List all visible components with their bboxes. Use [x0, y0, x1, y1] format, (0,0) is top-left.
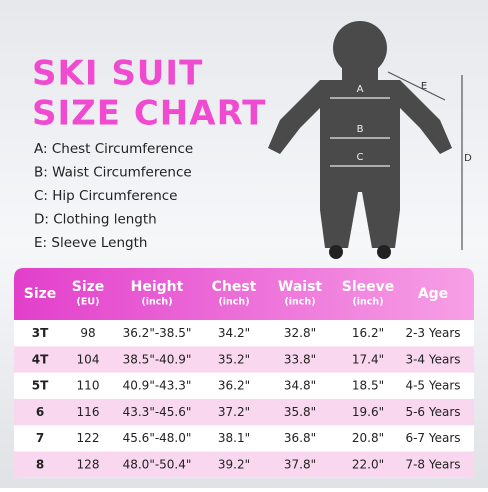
measure-lines	[330, 71, 463, 250]
legend: A: Chest Circumference B: Waist Circumfer…	[34, 141, 193, 251]
cell: 122	[77, 431, 100, 445]
cell: 38.5"-40.9"	[123, 352, 192, 366]
legend-item: D: Clothing length	[34, 212, 157, 228]
size-table: Size Size (EU) Height (inch) Chest (inch) Waist…	[14, 268, 474, 478]
diagram-label: E	[421, 81, 427, 92]
cell: 7-8 Years	[405, 458, 460, 472]
cell: 128	[77, 458, 100, 472]
suit	[268, 21, 452, 259]
cell: 8	[36, 458, 44, 472]
cell: 2-3 Years	[405, 326, 460, 340]
diagram-label: A	[357, 84, 364, 95]
cell: 17.4"	[352, 352, 384, 366]
header-label: Size	[24, 286, 57, 302]
cell: 35.2"	[218, 352, 250, 366]
cell: 39.2"	[218, 458, 250, 472]
table-panel	[14, 268, 474, 478]
cell: 38.1"	[218, 431, 250, 445]
cell: 34.2"	[218, 326, 250, 340]
cell: 33.8"	[284, 352, 316, 366]
cell: 7	[36, 431, 44, 445]
cell: 22.0"	[352, 458, 384, 472]
cell: 3-4 Years	[405, 352, 460, 366]
diagram-labels: A B C D E	[357, 81, 473, 164]
row-band	[14, 451, 474, 478]
legend-item: B: Waist Circumference	[34, 165, 192, 181]
header-label: Sleeve	[342, 279, 395, 295]
legend-item: C: Hip Circumference	[34, 188, 178, 204]
cell: 20.8"	[352, 431, 384, 445]
cell: 5-6 Years	[405, 405, 460, 419]
cell: 36.2"-38.5"	[123, 326, 192, 340]
header-label: Height	[131, 279, 184, 295]
legend-item: E: Sleeve Length	[34, 235, 147, 251]
cell: 48.0"-50.4"	[123, 458, 192, 472]
cell: 116	[77, 405, 100, 419]
title-line: SKI SUIT	[32, 54, 203, 94]
diagram-label: D	[464, 153, 472, 164]
cell: 40.9"-43.3"	[123, 379, 192, 393]
table-header	[14, 268, 474, 320]
cell: 36.8"	[284, 431, 316, 445]
cell: 37.8"	[284, 458, 316, 472]
cell: 16.2"	[352, 326, 384, 340]
cell: 5T	[32, 379, 49, 393]
cell: 34.8"	[284, 379, 316, 393]
cell: 37.2"	[218, 405, 250, 419]
cell: 110	[77, 379, 100, 393]
cell: 98	[80, 326, 95, 340]
cell: 36.2"	[218, 379, 250, 393]
cell: 6	[36, 405, 44, 419]
header-unit: (inch)	[218, 297, 249, 308]
cell: 32.8"	[284, 326, 316, 340]
cell: 43.3"-45.6"	[123, 405, 192, 419]
header-unit: (inch)	[352, 297, 383, 308]
header-unit: (inch)	[284, 297, 315, 308]
row-band	[14, 398, 474, 426]
cell: 6-7 Years	[405, 431, 460, 445]
cell: 4-5 Years	[405, 379, 460, 393]
title-line: SIZE CHART	[32, 94, 266, 134]
header-label: Size	[72, 279, 105, 295]
cell: 45.6"-48.0"	[123, 431, 192, 445]
header-label: Chest	[212, 279, 257, 295]
row-band	[14, 346, 474, 373]
cell: 3T	[32, 326, 49, 340]
cell: 4T	[32, 352, 49, 366]
cell: 18.5"	[352, 379, 384, 393]
header-unit: (EU)	[77, 297, 100, 308]
cell: 19.6"	[352, 405, 384, 419]
legend-item: A: Chest Circumference	[34, 141, 193, 157]
header-label: Waist	[278, 279, 323, 295]
header-label: Age	[418, 286, 448, 302]
cell: 35.8"	[284, 405, 316, 419]
cell: 104	[77, 352, 100, 366]
header-unit: (inch)	[141, 297, 172, 308]
diagram-label: C	[357, 152, 364, 163]
diagram-label: B	[357, 124, 364, 135]
